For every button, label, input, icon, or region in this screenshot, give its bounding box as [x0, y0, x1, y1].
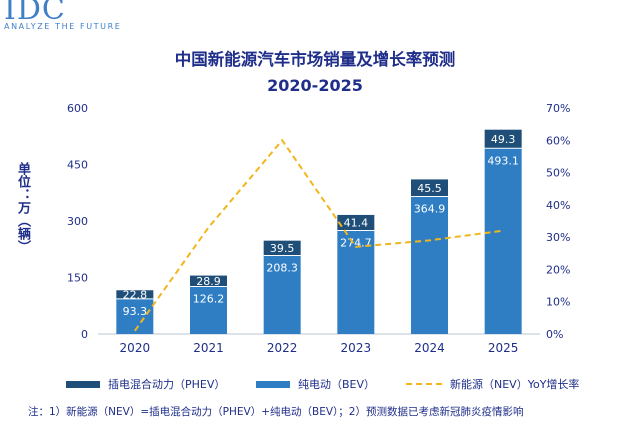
nev-growth-line [134, 138, 504, 332]
data-label-bev: 493.1 [487, 154, 519, 167]
y-tick-label: 0 [81, 328, 88, 341]
y2-tick-label: 0% [546, 328, 563, 341]
logo-tagline: ANALYZE THE FUTURE [4, 22, 122, 31]
bar-phev [116, 290, 154, 299]
y-tick-label: 600 [67, 102, 88, 115]
legend-item-nev: 新能源（NEV）YoY增长率 [406, 376, 579, 392]
data-label-phev: 22.8 [123, 289, 148, 302]
y2-tick-label: 50% [546, 167, 570, 180]
y2-tick-label: 40% [546, 199, 570, 212]
x-tick-label: 2020 [120, 341, 151, 355]
bar-phev [484, 129, 522, 149]
data-label-bev: 93.3 [123, 305, 148, 318]
x-tick-label: 2021 [193, 341, 224, 355]
footnote: 注：1）新能源（NEV）=插电混合动力（PHEV）+纯电动（BEV）；2）预测数… [28, 406, 524, 418]
legend-swatch-nev [406, 383, 442, 385]
legend: 插电混合动力（PHEV） 纯电动（BEV） 新能源（NEV）YoY增长率 [0, 376, 630, 392]
x-tick-label: 2025 [488, 341, 519, 355]
legend-item-phev: 插电混合动力（PHEV） [66, 376, 225, 392]
bar-phev [337, 214, 375, 231]
chart-subtitle: 2020-2025 [267, 76, 363, 95]
data-label-bev: 364.9 [414, 203, 446, 216]
legend-swatch-bev [256, 380, 290, 388]
x-tick-label: 2022 [267, 341, 298, 355]
idc-logo: IDC ANALYZE THE FUTURE [4, 0, 120, 31]
bar-bev [263, 255, 301, 334]
chart-canvas: 0 150 300 450 600 0% 10% 20% 30% 40% 50% 60% 70% 93.3… [67, 102, 570, 355]
y-tick-label: 150 [67, 272, 88, 285]
bar-phev [411, 179, 448, 197]
legend-item-bev: 纯电动（BEV） [256, 376, 375, 392]
logo-mark: IDC [4, 0, 66, 27]
data-label-phev: 49.3 [491, 133, 516, 146]
y2-tick-label: 10% [546, 296, 570, 309]
bar-bev [411, 196, 448, 334]
bar-bev [190, 286, 227, 334]
x-tick-label: 2024 [414, 341, 445, 355]
data-label-bev: 208.3 [266, 262, 298, 275]
y-tick-label: 450 [67, 159, 88, 172]
data-label-phev: 41.4 [344, 217, 369, 230]
y2-tick-label: 30% [546, 231, 570, 244]
y2-tick-label: 60% [546, 134, 570, 147]
y-axis-label: 单位：万（辆） [15, 162, 30, 253]
y2-tick-label: 70% [546, 102, 570, 115]
data-label-phev: 39.5 [270, 242, 295, 255]
legend-label-nev: 新能源（NEV）YoY增长率 [450, 378, 580, 391]
data-label-phev: 28.9 [196, 275, 221, 288]
y2-tick-label: 20% [546, 263, 570, 276]
legend-label-bev: 纯电动（BEV） [298, 378, 376, 391]
x-tick-label: 2023 [341, 341, 372, 355]
y-tick-label: 300 [67, 215, 88, 228]
legend-swatch-phev [66, 380, 100, 388]
data-label-bev: 126.2 [193, 292, 225, 305]
bar-bev [484, 148, 522, 334]
legend-label-phev: 插电混合动力（PHEV） [108, 378, 226, 391]
data-label-bev: 274.7 [340, 237, 372, 250]
chart-title: 中国新能源汽车市场销量及增长率预测 [174, 50, 456, 69]
bar-bev [116, 298, 154, 334]
data-label-phev: 45.5 [417, 182, 442, 195]
bar-phev [263, 240, 301, 256]
bar-phev [190, 275, 227, 287]
